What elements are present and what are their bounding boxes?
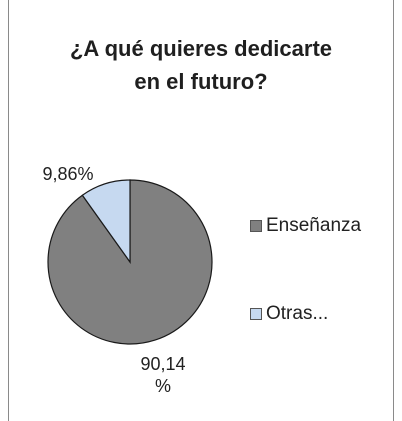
legend-label-ensenanza: Enseñanza	[266, 215, 362, 236]
legend-swatch-ensenanza	[250, 220, 262, 232]
data-label-ensenanza: 90,14 %	[128, 353, 198, 397]
legend-item-ensenanza: Enseñanza	[250, 215, 361, 237]
chart-title-line-2: en el futuro?	[134, 69, 268, 94]
legend-label-otras: Otras...	[266, 303, 329, 324]
pie-slices	[47, 179, 213, 345]
data-label-otras-text: 9,86%	[42, 164, 94, 184]
legend-item-otras: Otras...	[250, 303, 328, 325]
chart-legend: Enseñanza Otras...	[250, 215, 395, 335]
chart-title-line-1: ¿A qué quieres dedicarte	[69, 36, 333, 61]
chart-title: ¿A qué quieres dedicarte en el futuro?	[0, 32, 402, 98]
pie-slice-otras	[81, 179, 131, 264]
chart-frame	[8, 0, 394, 421]
legend-swatch-otras	[250, 308, 262, 320]
data-label-otras: 9,86%	[28, 163, 108, 185]
data-label-ensenanza-line-1: 90,14	[140, 354, 186, 374]
data-label-ensenanza-line-2: %	[154, 376, 171, 396]
